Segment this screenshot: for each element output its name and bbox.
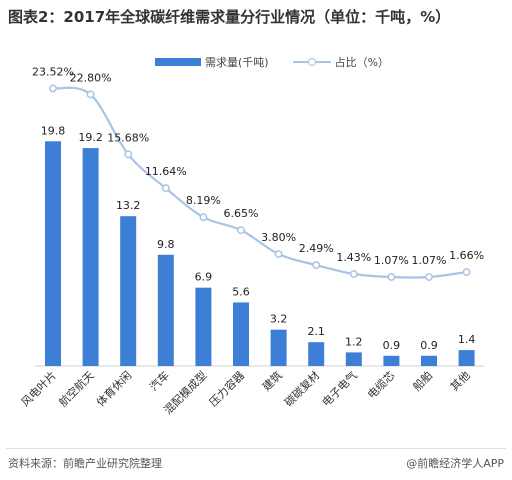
- share-label-2: 15.68%: [107, 131, 149, 144]
- bar-value-label-7: 2.1: [307, 325, 325, 338]
- share-point-6: [274, 250, 283, 259]
- share-point-7: [312, 261, 321, 270]
- legend-bar-swatch: [155, 58, 201, 66]
- bar-value-label-0: 19.8: [41, 124, 66, 137]
- share-label-7: 2.49%: [299, 242, 334, 255]
- share-point-9: [387, 273, 396, 281]
- share-line: [52, 86, 467, 279]
- brand-credit: @前瞻经济学人APP: [406, 457, 504, 470]
- share-label-6: 3.80%: [261, 231, 296, 244]
- bar-value-label-1: 19.2: [78, 131, 103, 144]
- share-label-5: 6.65%: [224, 207, 259, 220]
- bar-8: [345, 352, 362, 366]
- bar-value-label-8: 1.2: [345, 335, 363, 348]
- category-label-7: 碳碳复材: [281, 368, 322, 409]
- share-point-0: [49, 84, 57, 93]
- share-point-10: [425, 273, 433, 281]
- bar-value-label-10: 0.9: [420, 339, 438, 352]
- share-point-4: [199, 213, 208, 222]
- source-note: 资料来源：前瞻产业研究院整理: [8, 457, 162, 470]
- bar-4: [195, 287, 212, 366]
- bar-5: [233, 302, 249, 366]
- footer-divider: [6, 448, 506, 449]
- bar-value-label-5: 5.6: [232, 285, 250, 298]
- bar-9: [383, 355, 400, 366]
- share-point-1: [86, 90, 95, 99]
- category-label-3: 汽车: [146, 368, 171, 393]
- category-label-10: 船舶: [410, 368, 435, 393]
- bar-3: [157, 254, 174, 366]
- share-label-0: 23.52%: [32, 65, 74, 78]
- share-point-2: [124, 150, 133, 159]
- bar-7: [308, 342, 325, 366]
- category-label-6: 建筑: [259, 368, 284, 393]
- category-label-9: 电缆芯: [364, 368, 397, 401]
- share-point-3: [161, 184, 170, 193]
- legend-line-swatch: [292, 57, 331, 67]
- bar-value-label-2: 13.2: [116, 199, 141, 212]
- chart-title: 图表2：2017年全球碳纤维需求量分行业情况（单位：千吨，%）: [8, 8, 451, 26]
- category-label-0: 风电叶片: [19, 369, 59, 409]
- share-label-8: 1.43%: [336, 251, 371, 264]
- share-label-11: 1.66%: [449, 249, 484, 262]
- bar-0: [45, 141, 61, 366]
- bar-value-label-9: 0.9: [383, 339, 401, 352]
- share-label-4: 8.19%: [186, 194, 221, 207]
- category-label-8: 电子电气: [319, 368, 360, 409]
- legend-line-marker: [307, 58, 316, 66]
- bar-2: [120, 216, 137, 366]
- category-label-5: 压力容器: [206, 368, 247, 409]
- bar-value-label-6: 3.2: [270, 313, 288, 326]
- share-label-9: 1.07%: [374, 254, 409, 267]
- bar-value-label-3: 9.8: [157, 238, 175, 251]
- legend-line-label: 占比（%）: [334, 56, 390, 69]
- category-label-1: 航空航天: [56, 368, 97, 409]
- share-label-3: 11.64%: [145, 165, 187, 178]
- legend-bar-label: 需求量(千吨): [205, 56, 269, 69]
- bar-10: [421, 355, 437, 366]
- share-label-1: 22.80%: [70, 71, 112, 84]
- bar-value-label-4: 6.9: [195, 271, 213, 284]
- share-point-8: [349, 270, 358, 278]
- category-label-2: 体育休闲: [93, 368, 134, 409]
- bar-11: [458, 350, 475, 366]
- category-label-11: 其他: [448, 369, 473, 394]
- bar-6: [270, 329, 287, 366]
- share-point-11: [462, 268, 471, 277]
- chart-legend: 需求量(千吨) 占比（%）: [155, 53, 389, 71]
- share-point-5: [237, 226, 245, 235]
- share-label-10: 1.07%: [412, 254, 447, 267]
- bar-1: [82, 148, 99, 366]
- bar-value-label-11: 1.4: [458, 333, 476, 346]
